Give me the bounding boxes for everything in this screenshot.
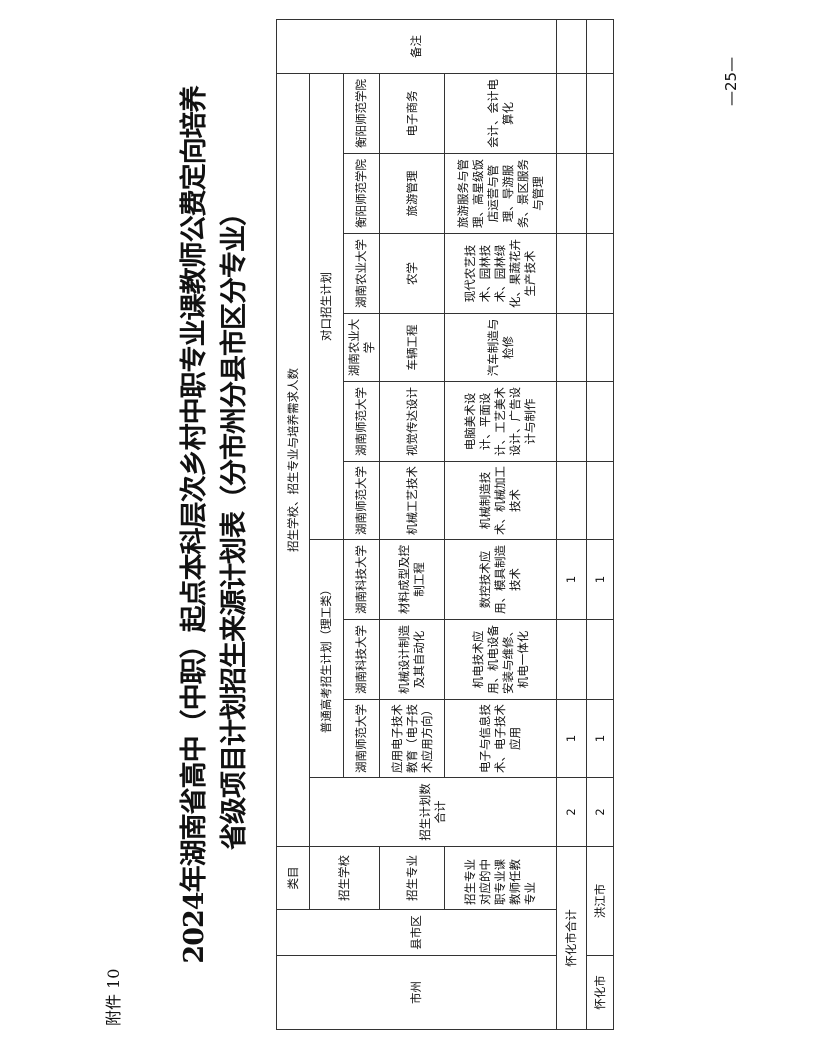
header-teacher-major: 招生专业对应的中职专业课教师任教专业 xyxy=(444,846,557,910)
row-total: 2 xyxy=(586,777,614,847)
annex-label: 附件 10 xyxy=(104,968,123,1026)
school-cell: 湖南科技大学 xyxy=(343,539,380,620)
major-cell: 农学 xyxy=(379,233,445,314)
header-total: 招生计划数合计 xyxy=(309,777,557,847)
header-school: 招生学校 xyxy=(309,846,380,910)
sum-label: 怀化市合计 xyxy=(556,846,587,1030)
value-cell xyxy=(556,73,587,154)
major-cell: 材料成型及控制工程 xyxy=(379,539,445,620)
teacher-major-cell: 机电技术应用、机电设备安装与维修、机电一体化 xyxy=(444,619,557,700)
value-cell xyxy=(556,619,587,700)
title-line-2: 省级项目计划招生来源计划表（分市州分县市区分专业） xyxy=(219,200,250,850)
school-cell: 湖南师范大学 xyxy=(343,699,380,778)
value-cell xyxy=(556,313,587,382)
value-cell xyxy=(586,381,614,462)
value-cell: 1 xyxy=(556,699,587,778)
teacher-major-cell: 旅游服务与管理、高星级饭店运营与管理、导游服务、景区服务与管理 xyxy=(444,153,557,234)
major-cell: 机械设计制造及其自动化 xyxy=(379,619,445,700)
header-major: 招生专业 xyxy=(379,846,445,910)
teacher-major-cell: 会计、会计电算化 xyxy=(444,73,557,154)
value-cell: 1 xyxy=(586,699,614,778)
remark-cell xyxy=(556,19,587,74)
value-cell xyxy=(556,233,587,314)
remark-cell xyxy=(586,19,614,74)
header-county: 县市区 xyxy=(276,909,557,956)
header-general-plan: 普通高考招生计划（理工类） xyxy=(309,539,344,778)
school-cell: 湖南科技大学 xyxy=(343,619,380,700)
value-cell xyxy=(586,233,614,314)
teacher-major-cell: 机械制造技术、机械加工技术 xyxy=(444,461,557,540)
header-city: 市州 xyxy=(276,955,557,1030)
value-cell xyxy=(556,381,587,462)
value-cell: 1 xyxy=(556,539,587,620)
major-cell: 旅游管理 xyxy=(379,153,445,234)
teacher-major-cell: 电脑美术设计、平面设计、工艺美术设计、广告设计与制作 xyxy=(444,381,557,462)
value-cell xyxy=(586,153,614,234)
major-cell: 电子商务 xyxy=(379,73,445,154)
row-county: 洪江市 xyxy=(586,846,614,956)
enrollment-plan-table: 市州 县市区 类目 招生学校、招生专业与培养需求人数 备注 招生学校 招生计划数… xyxy=(276,19,614,1030)
value-cell: 1 xyxy=(586,539,614,620)
sum-total: 2 xyxy=(556,777,587,847)
header-remark: 备注 xyxy=(276,19,557,74)
value-cell xyxy=(556,153,587,234)
value-cell xyxy=(586,461,614,540)
school-cell: 湖南师范大学 xyxy=(343,461,380,540)
school-cell: 湖南师范大学 xyxy=(343,381,380,462)
value-cell xyxy=(586,73,614,154)
teacher-major-cell: 汽车制造与检修 xyxy=(444,313,557,382)
major-cell: 车辆工程 xyxy=(379,313,445,382)
school-cell: 衡阳师范学院 xyxy=(343,153,380,234)
teacher-major-cell: 数控技术应用、模具制造技术 xyxy=(444,539,557,620)
header-main: 招生学校、招生专业与培养需求人数 xyxy=(276,73,310,847)
row-city: 怀化市 xyxy=(586,955,614,1030)
teacher-major-cell: 现代农艺技术、园林技术、园林绿化、果蔬花卉生产技术 xyxy=(444,233,557,314)
major-cell: 视觉传达设计 xyxy=(379,381,445,462)
header-vocational-plan: 对口招生计划 xyxy=(309,73,344,540)
value-cell xyxy=(556,461,587,540)
school-cell: 湖南农业大学 xyxy=(343,233,380,314)
major-cell: 机械工艺技术 xyxy=(379,461,445,540)
header-category: 类目 xyxy=(276,846,310,910)
page-number: —25— xyxy=(722,56,740,106)
teacher-major-cell: 电子与信息技术、电子技术应用 xyxy=(444,699,557,778)
value-cell xyxy=(586,313,614,382)
major-cell: 应用电子技术教育（电子技术应用方向） xyxy=(379,699,445,778)
school-cell: 湖南农业大学 xyxy=(343,313,380,382)
value-cell xyxy=(586,619,614,700)
school-cell: 衡阳师范学院 xyxy=(343,73,380,154)
title-line-1: 2024年湖南省高中（中职）起点本科层次乡村中职专业课教师公费定向培养 xyxy=(179,86,210,964)
